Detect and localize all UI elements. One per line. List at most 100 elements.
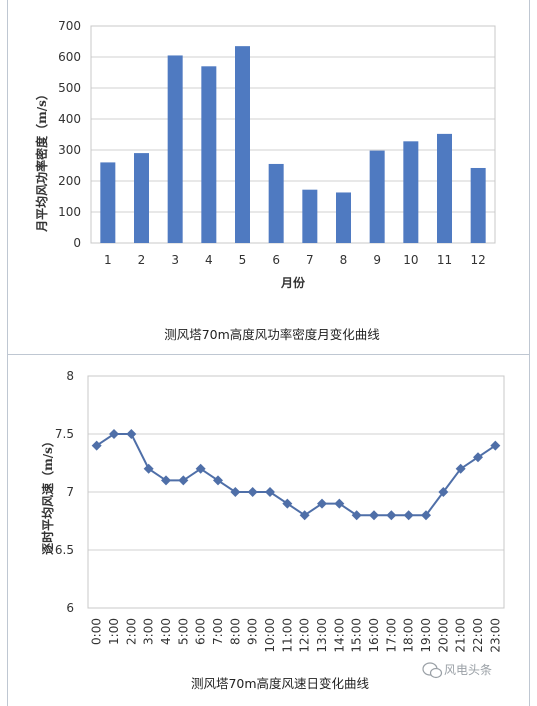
data-point — [143, 463, 154, 474]
x-tick-label: 2 — [138, 253, 146, 267]
x-tick-label: 9 — [373, 253, 381, 267]
x-tick-label: 7 — [306, 253, 314, 267]
y-tick-label: 700 — [58, 19, 81, 33]
x-tick-label: 3 — [171, 253, 179, 267]
plot-area-frame — [90, 25, 496, 244]
y-tick-label: 8 — [66, 369, 74, 383]
bar-series — [100, 46, 486, 244]
data-point — [334, 498, 345, 509]
x-tick-label: 7:00 — [211, 618, 225, 645]
x-tick-label: 8 — [340, 253, 348, 267]
frame-left-border — [7, 0, 8, 706]
plot-area-frame — [87, 375, 505, 609]
watermark: 风电头条 — [422, 662, 492, 679]
data-point — [213, 475, 223, 486]
x-tick-labels: 0:00 1:00 2:00 3:00 4:00 5:00 6:00 7:00 8:00 9:00… — [90, 618, 503, 653]
bar — [470, 167, 486, 243]
x-tick-label: 15:00 — [350, 618, 364, 653]
x-tick-label: 2:00 — [124, 618, 138, 645]
x-tick-label: 3:00 — [142, 618, 156, 645]
wechat-icon — [422, 662, 443, 679]
x-tick-label: 14:00 — [332, 618, 346, 653]
y-axis-label: 月平均风功率密度（m/s） — [34, 88, 49, 233]
x-tick-label: 4 — [205, 253, 213, 267]
data-point — [403, 510, 414, 521]
x-tick-label: 11:00 — [280, 618, 294, 653]
bar — [437, 133, 452, 243]
data-point — [438, 487, 449, 497]
data-point — [109, 429, 119, 439]
data-point — [161, 475, 171, 486]
data-point — [386, 510, 397, 521]
data-point — [126, 429, 137, 439]
data-point — [282, 498, 293, 509]
chart-caption: 测风塔70m高度风速日变化曲线 — [191, 676, 370, 691]
data-point — [421, 510, 431, 521]
y-tick-labels: 6 6.5 7 7.5 8 — [55, 369, 74, 615]
x-tick-label: 6 — [272, 253, 280, 267]
bar — [100, 162, 116, 243]
data-point — [178, 475, 189, 486]
x-tick-labels: 1 2 3 4 5 6 7 8 9 10 11 12 — [104, 253, 486, 267]
data-point — [317, 498, 327, 509]
bar — [302, 189, 318, 243]
bar — [268, 163, 284, 243]
y-tick-label: 600 — [58, 50, 81, 64]
y-tick-label: 7 — [66, 485, 74, 499]
data-point — [473, 452, 483, 463]
x-tick-label: 4:00 — [159, 618, 173, 645]
y-tick-label: 7.5 — [55, 427, 74, 441]
y-tick-labels: 0 100 200 300 400 500 600 700 — [58, 19, 81, 250]
x-tick-label: 1 — [104, 253, 112, 267]
x-tick-label: 19:00 — [419, 618, 433, 653]
bar — [167, 55, 183, 244]
y-tick-label: 200 — [58, 174, 81, 188]
data-point — [247, 487, 258, 497]
x-tick-label: 22:00 — [471, 618, 485, 653]
x-tick-label: 12:00 — [298, 618, 312, 653]
x-tick-label: 18:00 — [402, 618, 416, 653]
x-tick-label: 11 — [437, 253, 452, 267]
x-tick-label: 17:00 — [384, 618, 398, 653]
frame-divider — [7, 354, 530, 355]
bar — [336, 192, 351, 243]
data-point — [351, 510, 362, 521]
y-tick-label: 6 — [66, 601, 74, 615]
x-tick-label: 20:00 — [436, 618, 450, 653]
bar — [134, 153, 149, 243]
frame-right-border — [529, 0, 530, 706]
x-tick-label: 13:00 — [315, 618, 329, 653]
x-tick-label: 1:00 — [107, 618, 121, 645]
x-tick-label: 16:00 — [367, 618, 381, 653]
x-tick-label: 0:00 — [90, 618, 104, 645]
x-tick-label: 5 — [239, 253, 247, 267]
data-point — [299, 510, 310, 521]
bar — [235, 46, 250, 244]
x-tick-label: 9:00 — [246, 618, 260, 645]
x-tick-label: 8:00 — [228, 618, 242, 645]
data-point — [369, 510, 379, 521]
data-point — [265, 487, 275, 497]
x-tick-label: 5:00 — [176, 618, 190, 645]
bar — [201, 66, 217, 243]
y-tick-label: 100 — [58, 205, 81, 219]
x-tick-label: 10 — [403, 253, 418, 267]
x-tick-label: 10:00 — [263, 618, 277, 653]
line-series — [91, 429, 501, 521]
chart-caption: 测风塔70m高度风功率密度月变化曲线 — [164, 327, 380, 342]
x-tick-label: 12 — [471, 253, 486, 267]
data-point — [490, 440, 501, 451]
data-point — [230, 487, 241, 497]
y-tick-label: 6.5 — [55, 543, 74, 557]
data-point — [91, 440, 102, 451]
bar — [403, 141, 419, 243]
y-tick-label: 300 — [58, 143, 81, 157]
y-tick-label: 0 — [73, 236, 81, 250]
bar — [369, 150, 385, 243]
x-axis-label: 月份 — [280, 275, 306, 290]
y-tick-label: 500 — [58, 81, 81, 95]
series-line — [96, 433, 496, 517]
watermark-text: 风电头条 — [444, 663, 492, 677]
